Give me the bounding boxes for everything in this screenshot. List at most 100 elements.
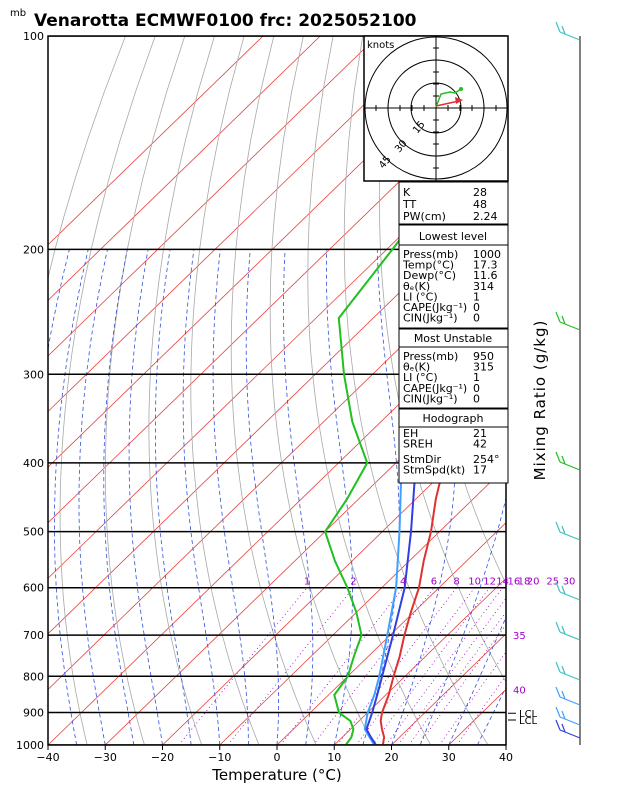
isotherm-line: [162, 410, 506, 745]
moist-adiabat-line: [477, 686, 506, 745]
dry-adiabat-line: [541, 36, 618, 745]
temperature-tick-label: −20: [151, 751, 174, 764]
hodograph-row-label: SREH: [403, 438, 433, 451]
dry-adiabat-line: [379, 36, 506, 683]
most-unstable-row-value: 0: [473, 382, 480, 395]
temperature-tick-label: 0: [274, 751, 281, 764]
dry-adiabat-line: [105, 36, 186, 745]
hodograph-row-value: 254°: [473, 453, 500, 466]
pw-label: PW(cm): [403, 210, 446, 223]
k-index-value: 28: [473, 186, 487, 199]
wind-barb: [559, 671, 581, 681]
dry-adiabat-line: [600, 36, 618, 745]
dry-adiabat-line: [269, 36, 374, 745]
theta-e-label: 40: [513, 685, 526, 696]
storm-motion-arrowhead: [455, 97, 463, 104]
most-unstable-row-label: CIN(Jkg⁻¹): [403, 392, 458, 405]
mixing-ratio-label: 2: [350, 577, 356, 588]
lowest-level-row-value: 314: [473, 280, 494, 293]
most-unstable-row-label: Press(mb): [403, 350, 458, 363]
temperature-tick-label: −30: [94, 751, 117, 764]
pw-value: 2.24: [473, 210, 498, 223]
pressure-tick-label: 300: [23, 368, 44, 381]
hodograph-row-label: EH: [403, 427, 418, 440]
lowest-level-row-value: 0: [473, 312, 480, 325]
most-unstable-row-value: 950: [473, 350, 494, 363]
isotherm-line: [48, 188, 506, 635]
mixing-ratio-line: [456, 674, 506, 745]
wind-barb-flag: [555, 581, 561, 593]
theta-e-label: 35: [513, 631, 526, 642]
most-unstable-panel: [398, 328, 509, 409]
mixing-ratio-label: 18: [518, 577, 531, 588]
dry-adiabat-line: [190, 36, 260, 745]
storm-motion-arrow: [435, 100, 460, 107]
wind-barb-flag: [561, 585, 566, 595]
mixing-ratio-label: 1: [304, 577, 310, 588]
lowest-level-row-label: LI (°C): [403, 290, 438, 303]
pressure-axis: 100 200 300 400 500 600 700 800 900 1000: [16, 30, 44, 752]
lowest-level-row-value: 1: [473, 290, 480, 303]
mixing-ratio-label: 25: [546, 577, 559, 588]
lowest-level-row-label: Press(mb): [403, 248, 458, 261]
wind-barb: [559, 716, 581, 726]
most-unstable-row-label: CAPE(Jkg⁻¹): [403, 382, 467, 395]
wind-barb-flag: [555, 621, 561, 633]
wind-barb-flag: [561, 525, 566, 535]
isotherm-line: [48, 36, 321, 301]
moist-adiabat-line: [154, 249, 192, 745]
lowest-level-row-label: CAPE(Jkg⁻¹): [403, 301, 467, 314]
moist-adiabat-line: [245, 249, 280, 745]
hodograph: knots 15 30 45: [363, 35, 509, 182]
wind-barb: [559, 31, 581, 41]
moist-adiabat-line: [182, 249, 221, 745]
lowest-level-header: Lowest level: [419, 230, 487, 243]
moist-adiabat-line: [103, 249, 135, 745]
lcl-label: LCL: [519, 716, 538, 727]
wind-barb-flag: [561, 625, 566, 635]
dry-adiabat-line: [510, 36, 618, 745]
isotherm-line: [48, 36, 378, 357]
dry-adiabat-line: [230, 36, 317, 745]
lowest-level-row-label: Temp(°C): [402, 259, 454, 272]
wind-barb-flag: [561, 690, 566, 700]
mixing-ratio-label: 20: [527, 577, 540, 588]
lowest-level-row-value: 17.3: [473, 259, 498, 272]
isotherm-line: [48, 36, 264, 246]
mixing-ratio-label: 12: [483, 577, 496, 588]
mixing-ratio-line: [418, 623, 506, 745]
wind-barb: [559, 591, 581, 601]
hodograph-row-value: 21: [473, 427, 487, 440]
wind-barb-flag: [555, 719, 561, 731]
wind-barb-flag: [561, 25, 566, 35]
profile-series-1: [323, 105, 506, 745]
isotherm-line: [563, 36, 618, 745]
dry-adiabat-line: [307, 36, 432, 745]
mixing-ratio-label: 6: [431, 577, 437, 588]
wind-barb: [559, 461, 581, 471]
hodograph-trace: [435, 88, 462, 108]
indices-panel: [398, 181, 509, 225]
most-unstable-row-value: 1: [473, 371, 480, 384]
pressure-tick-label: 200: [23, 243, 44, 256]
mixing-ratio-label: 14: [496, 577, 509, 588]
moist-adiabat-line: [78, 249, 108, 745]
mixing-ratio-line: [336, 587, 457, 745]
mixing-ratio-line: [227, 587, 354, 745]
mixing-ratio-label: 10: [468, 577, 481, 588]
mixing-ratio-label: 30: [563, 577, 576, 588]
isotherm-line: [48, 36, 436, 413]
most-unstable-row-value: 315: [473, 361, 494, 374]
wind-barb-flag: [561, 315, 566, 325]
pressure-tick-label: 700: [23, 629, 44, 642]
wind-barb: [559, 321, 581, 331]
hodograph-row-label: StmSpd(kt): [403, 464, 465, 477]
lowest-level-row-label: θₑ(K): [403, 280, 430, 293]
wind-barb-flag: [555, 21, 561, 33]
lowest-level-row-label: CIN(Jkg⁻¹): [403, 312, 458, 325]
chart-title: Venarotta ECMWF0100 frc: 2025052100: [34, 11, 417, 31]
moist-adiabat-line: [505, 744, 506, 745]
temperature-tick-label: −40: [36, 751, 59, 764]
